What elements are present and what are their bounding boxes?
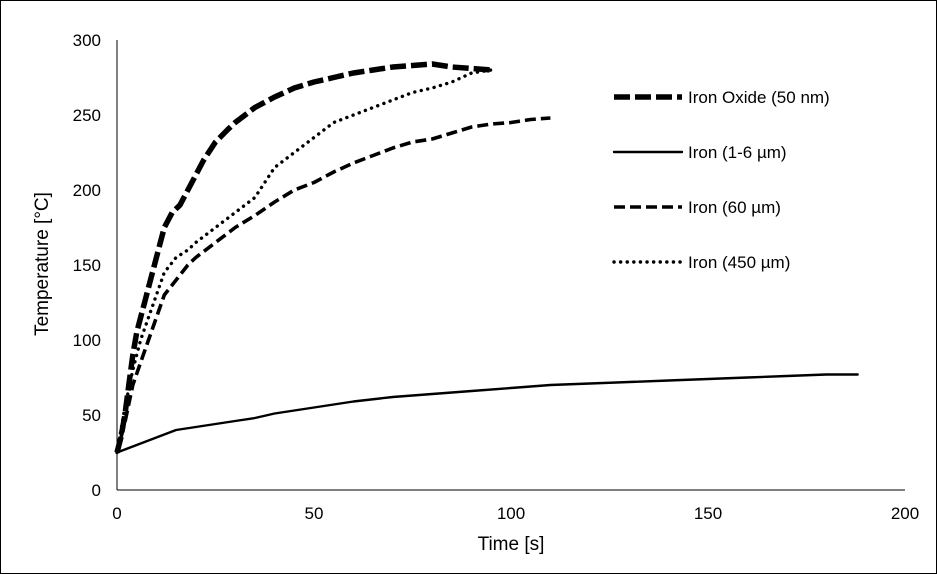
legend-label-3: Iron (60 µm)	[688, 198, 781, 217]
y-tick-label: 0	[92, 481, 101, 500]
x-tick-label: 0	[112, 504, 121, 523]
x-tick-label: 200	[891, 504, 919, 523]
y-tick-label: 100	[73, 331, 101, 350]
x-tick-label: 100	[497, 504, 525, 523]
y-tick-label: 200	[73, 181, 101, 200]
legend-label-1: Iron Oxide (50 nm)	[688, 88, 830, 107]
legend-label-4: Iron (450 µm)	[688, 253, 790, 272]
y-tick-label: 150	[73, 256, 101, 275]
series-line-2	[115, 373, 859, 454]
y-tick-label: 300	[73, 31, 101, 50]
y-axis-ticks: 0 50 100 150 200 250 300	[73, 31, 101, 500]
series-layer	[114, 61, 859, 455]
x-axis-title: Time [s]	[478, 534, 545, 555]
y-axis-title: Temperature [°C]	[32, 192, 53, 336]
y-tick-label: 250	[73, 106, 101, 125]
series-line-3	[115, 116, 551, 453]
x-tick-label: 150	[694, 504, 722, 523]
y-tick-label: 50	[82, 406, 101, 425]
legend-label-2: Iron (1-6 µm)	[688, 143, 787, 162]
legend: Iron Oxide (50 nm) Iron (1-6 µm) Iron (60 …	[612, 88, 830, 272]
series-line-4	[115, 68, 493, 455]
x-axis-ticks: 0 50 100 150 200	[112, 504, 919, 523]
series-line-1	[114, 61, 492, 454]
x-tick-label: 50	[305, 504, 324, 523]
